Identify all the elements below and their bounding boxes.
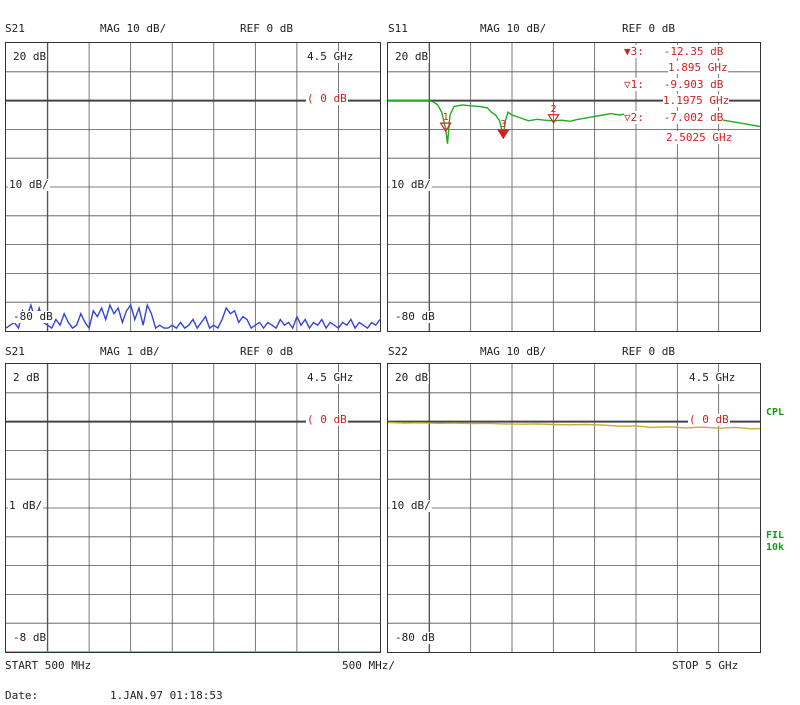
marker-2-label: 2	[551, 104, 557, 115]
panel-1-ref: REF 0 dB	[240, 22, 293, 35]
trace-line	[6, 302, 380, 330]
panel-2-ref: REF 0 dB	[622, 22, 675, 35]
marker-3-readout: ▼3: -12.35 dB	[624, 45, 724, 58]
date-value: 1.JAN.97 01:18:53	[110, 689, 223, 702]
marker-1-readout: ▽1: -9.903 dB	[624, 78, 724, 91]
panel-1-format: MAG 10 dB/	[100, 22, 167, 35]
cpl-label: CPL	[766, 407, 785, 418]
span-per-division: 500 MHz/	[342, 659, 395, 672]
panel-2-bottom-label: -80 dB	[394, 310, 436, 323]
panel-4-ref-marker: ( 0 dB	[688, 413, 730, 426]
panel-2-param: S11	[388, 22, 408, 35]
panel-s11-mag-10db: 1 3 2 20 dB 10 dB/ -80 dB ▼3: -12.35 dB 1.…	[387, 42, 761, 332]
fil-label: FIL	[766, 530, 785, 541]
date-label: Date:	[5, 689, 39, 702]
panel-3-mid-label: 1 dB/	[8, 499, 44, 512]
panel-1-plot	[6, 43, 380, 331]
panel-2-format: MAG 10 dB/	[480, 22, 547, 35]
marker-2-triangle	[547, 114, 560, 124]
marker-1-freq: 1.1975 GHz	[663, 94, 730, 107]
marker-3-triangle	[497, 129, 510, 140]
panel-3-plot	[6, 364, 380, 652]
panel-s21-mag-10db: 20 dB 10 dB/ -80 dB 4.5 GHz ( 0 dB	[5, 42, 381, 332]
marker-3-label: 3	[500, 119, 506, 130]
marker-1-icon: ▽	[624, 78, 631, 91]
marker-3-icon: ▼	[624, 45, 631, 58]
marker-3-value: -12.35 dB	[663, 45, 724, 58]
panel-2-top-label: 20 dB	[394, 50, 430, 63]
marker-2-freq: 2.5025 GHz	[666, 131, 733, 144]
panel-3-ref-marker: ( 0 dB	[306, 413, 348, 426]
marker-1-value: -9.903 dB	[663, 78, 724, 91]
panel-1-top-label: 20 dB	[12, 50, 48, 63]
panel-1-bottom-label: -80 dB	[12, 310, 54, 323]
panel-4-param: S22	[388, 345, 408, 358]
panel-2-mid-label: 10 dB/	[390, 178, 432, 191]
marker-2-icon: ▽	[624, 111, 631, 124]
marker-1-label: 1	[443, 112, 449, 123]
fil-value: 10k	[766, 542, 785, 553]
panel-s21-mag-1db: 2 dB 1 dB/ -8 dB 4.5 GHz ( 0 dB	[5, 363, 381, 653]
panel-4-mid-label: 10 dB/	[390, 499, 432, 512]
panel-4-format: MAG 10 dB/	[480, 345, 547, 358]
panel-3-format: MAG 1 dB/	[100, 345, 160, 358]
panel-3-top-label: 2 dB	[12, 371, 41, 384]
panel-1-ref-marker: ( 0 dB	[306, 92, 348, 105]
panel-4-top-label: 20 dB	[394, 371, 430, 384]
panel-4-freq-label: 4.5 GHz	[688, 371, 737, 384]
start-frequency: START 500 MHz	[5, 659, 92, 672]
panel-4-bottom-label: -80 dB	[394, 631, 436, 644]
panel-3-bottom-label: -8 dB	[12, 631, 48, 644]
panel-3-freq-label: 4.5 GHz	[306, 371, 355, 384]
marker-2-value: -7.002 dB	[663, 111, 724, 124]
panel-4-plot	[388, 364, 760, 652]
marker-2-readout: ▽2: -7.002 dB	[624, 111, 724, 124]
panel-1-param: S21	[5, 22, 25, 35]
panel-1-mid-label: 10 dB/	[8, 178, 50, 191]
panel-3-ref: REF 0 dB	[240, 345, 293, 358]
marker-1-triangle	[439, 122, 452, 133]
stop-frequency: STOP 5 GHz	[672, 659, 739, 672]
trace-line	[388, 421, 760, 430]
panel-s22-mag-10db: 20 dB 10 dB/ -80 dB 4.5 GHz ( 0 dB	[387, 363, 761, 653]
panel-4-ref: REF 0 dB	[622, 345, 675, 358]
panel-3-param: S21	[5, 345, 25, 358]
panel-1-freq-label: 4.5 GHz	[306, 50, 355, 63]
marker-3-freq: 1.895 GHz	[668, 61, 728, 74]
